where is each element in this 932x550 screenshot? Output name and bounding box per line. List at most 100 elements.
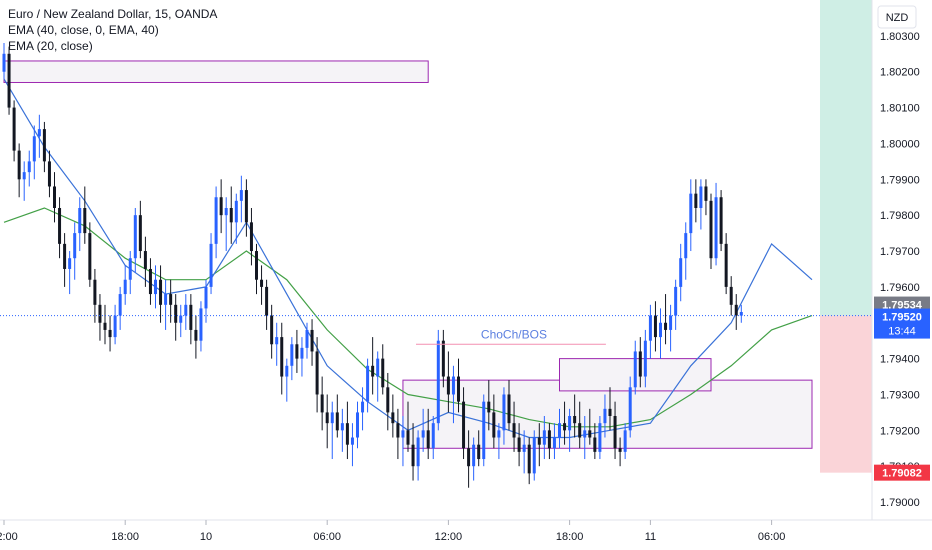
candle-body bbox=[699, 186, 703, 208]
candle-body bbox=[275, 337, 279, 345]
candle bbox=[275, 322, 279, 366]
candle-body bbox=[325, 412, 329, 424]
candle bbox=[169, 279, 173, 323]
candle bbox=[118, 286, 122, 330]
candle bbox=[88, 222, 92, 287]
currency-button-label[interactable]: NZD bbox=[886, 12, 909, 24]
candle bbox=[547, 423, 551, 460]
candle bbox=[290, 337, 294, 381]
candle bbox=[628, 376, 632, 438]
candle bbox=[699, 179, 703, 230]
candle-body bbox=[674, 286, 678, 316]
candle bbox=[350, 423, 354, 467]
candle bbox=[477, 430, 481, 467]
candle-body bbox=[507, 394, 511, 424]
candle bbox=[255, 243, 258, 295]
time-tick-label: 10 bbox=[200, 531, 212, 543]
candle bbox=[396, 408, 400, 460]
candle-body bbox=[204, 286, 208, 309]
candle-body bbox=[154, 279, 157, 295]
candle bbox=[143, 236, 147, 287]
candle-body bbox=[517, 437, 521, 452]
candle-body bbox=[371, 365, 375, 377]
candle-body bbox=[330, 412, 334, 424]
candle bbox=[507, 380, 511, 431]
candle bbox=[184, 294, 188, 330]
candle-body bbox=[320, 394, 324, 413]
candle-body bbox=[265, 286, 269, 316]
candle-body bbox=[416, 437, 420, 467]
candle bbox=[249, 208, 253, 266]
candle-body bbox=[522, 444, 526, 452]
candle-body bbox=[356, 412, 359, 438]
price-marker: 1.79520 13:44 bbox=[874, 308, 930, 339]
candle bbox=[623, 423, 627, 460]
candle bbox=[578, 401, 582, 449]
candle bbox=[244, 179, 248, 237]
candle bbox=[22, 161, 26, 201]
candle bbox=[128, 251, 132, 295]
candle-body bbox=[219, 197, 223, 216]
candle-body bbox=[295, 344, 299, 359]
candle-body bbox=[679, 258, 683, 287]
candle-body bbox=[234, 200, 238, 223]
candle-body bbox=[88, 233, 92, 280]
candle bbox=[133, 208, 137, 273]
candle-body bbox=[558, 423, 561, 438]
candle-body bbox=[623, 430, 627, 452]
price-tick-label: 1.79600 bbox=[880, 282, 920, 294]
candle-body bbox=[285, 365, 289, 377]
candle-body bbox=[270, 315, 274, 345]
currency-button[interactable]: NZD bbox=[877, 5, 917, 29]
candle-body bbox=[260, 279, 264, 287]
candle bbox=[386, 372, 390, 431]
candle-body bbox=[729, 286, 733, 305]
candle bbox=[467, 430, 471, 488]
candle bbox=[366, 358, 370, 413]
candle-body bbox=[563, 423, 567, 431]
candle-body bbox=[47, 161, 51, 187]
candle bbox=[406, 401, 410, 452]
time-tick-label: 12:00 bbox=[435, 531, 463, 543]
countdown-label: 13:44 bbox=[888, 326, 916, 338]
candle bbox=[517, 423, 521, 467]
price-marker-label: 1.79082 bbox=[882, 468, 922, 480]
candle bbox=[103, 304, 107, 345]
candle-body bbox=[17, 150, 21, 180]
candle bbox=[98, 294, 102, 341]
candle-body bbox=[684, 233, 688, 259]
candle bbox=[532, 430, 536, 481]
candle bbox=[361, 387, 365, 431]
candle bbox=[739, 304, 743, 323]
candle-body bbox=[689, 193, 693, 234]
candle-body bbox=[239, 190, 243, 201]
candle-body bbox=[68, 258, 72, 269]
candle-body bbox=[633, 351, 637, 388]
price-marker: 1.79534 bbox=[874, 296, 930, 312]
candle bbox=[310, 319, 314, 366]
currency-button-frame[interactable] bbox=[877, 5, 917, 29]
candle-body bbox=[290, 344, 294, 366]
candle-body bbox=[709, 200, 713, 259]
candle-body bbox=[143, 251, 147, 269]
candle-body bbox=[249, 222, 253, 252]
candle-body bbox=[93, 279, 97, 305]
candle-body bbox=[608, 408, 612, 416]
candle-body bbox=[598, 423, 602, 452]
time-tick-label: 11 bbox=[645, 531, 656, 543]
candle bbox=[159, 265, 163, 323]
candle bbox=[68, 251, 72, 295]
candle bbox=[270, 304, 274, 359]
candle bbox=[719, 190, 723, 252]
candle-body bbox=[229, 208, 233, 223]
candle bbox=[325, 394, 329, 449]
candle-body bbox=[199, 308, 203, 341]
candle-body bbox=[315, 351, 319, 395]
candle bbox=[411, 423, 415, 481]
price-marker-box bbox=[874, 464, 930, 481]
candle-body bbox=[148, 268, 152, 295]
candle-body bbox=[108, 329, 112, 338]
candle bbox=[643, 329, 647, 388]
candle bbox=[83, 186, 87, 244]
